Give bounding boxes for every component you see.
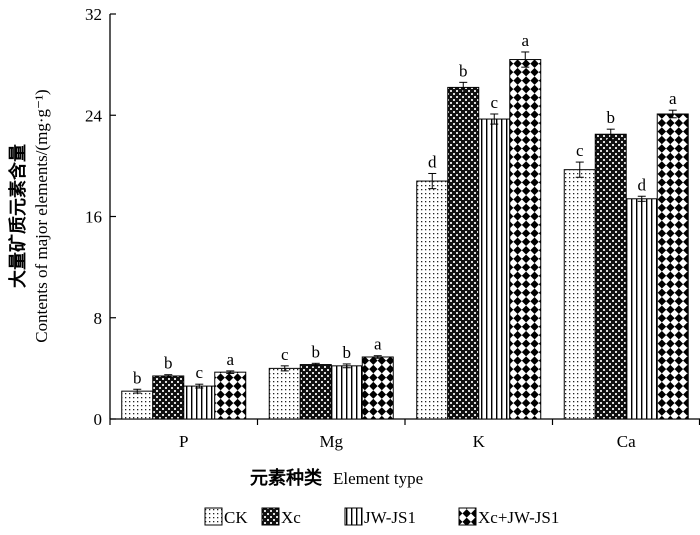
significance-letter: b — [312, 342, 321, 361]
legend-label: JW-JS1 — [364, 508, 416, 527]
y-tick-label: 24 — [85, 106, 103, 125]
significance-letter: c — [576, 141, 584, 160]
x-category-label: P — [179, 432, 188, 451]
legend-label: CK — [224, 508, 248, 527]
y-tick-label: 16 — [85, 208, 102, 227]
bar — [183, 385, 216, 420]
bar — [447, 86, 480, 420]
bar — [361, 356, 394, 420]
bar — [625, 198, 658, 420]
legend: CK Xc JW-JS1 Xc+JW-JS1 — [204, 507, 559, 527]
y-axis-title: Contents of major elements/(mg·g⁻¹) — [32, 89, 51, 342]
bar — [152, 375, 185, 420]
significance-letter: b — [133, 368, 142, 387]
legend-swatch — [261, 507, 280, 526]
x-axis-title: 元素种类 Element type — [250, 467, 423, 489]
legend-swatch — [458, 507, 477, 526]
significance-letter: b — [164, 354, 173, 373]
bars-group: b b c a c b b a d b c a c b d a — [121, 31, 689, 420]
y-tick-label: 32 — [85, 5, 102, 24]
bar — [509, 59, 542, 420]
bar — [330, 365, 363, 420]
x-category-label: Mg — [319, 432, 343, 451]
significance-letter: a — [521, 31, 529, 50]
significance-letter: b — [343, 343, 352, 362]
y-tick-label: 8 — [94, 309, 103, 328]
bar — [299, 364, 332, 420]
bar — [478, 118, 511, 420]
significance-letter: a — [669, 89, 677, 108]
y-tick-label: 0 — [94, 410, 103, 429]
legend-label: Xc+JW-JS1 — [478, 508, 559, 527]
significance-letter: a — [226, 350, 234, 369]
bar — [656, 113, 689, 420]
significance-letter: b — [607, 108, 616, 127]
y-axis-title-cn: 大量矿质元素含量 — [7, 144, 29, 288]
x-axis-title-en: Element type — [333, 469, 423, 488]
legend-swatch — [204, 507, 223, 526]
x-category-label: K — [473, 432, 486, 451]
legend-swatch — [344, 507, 363, 526]
bar — [594, 133, 627, 420]
significance-letter: c — [195, 363, 203, 382]
bar — [416, 180, 449, 420]
bar — [214, 371, 247, 420]
significance-letter: c — [281, 345, 289, 364]
bar — [121, 390, 154, 420]
significance-letter: c — [490, 93, 498, 112]
significance-letter: b — [459, 61, 468, 80]
significance-letter: d — [428, 152, 437, 171]
significance-letter: a — [374, 335, 382, 354]
bar — [268, 367, 301, 420]
x-axis-title-cn: 元素种类 — [250, 467, 323, 489]
x-category-label: Ca — [617, 432, 636, 451]
bar — [563, 169, 596, 420]
legend-label: Xc — [281, 508, 301, 527]
significance-letter: d — [638, 175, 647, 194]
